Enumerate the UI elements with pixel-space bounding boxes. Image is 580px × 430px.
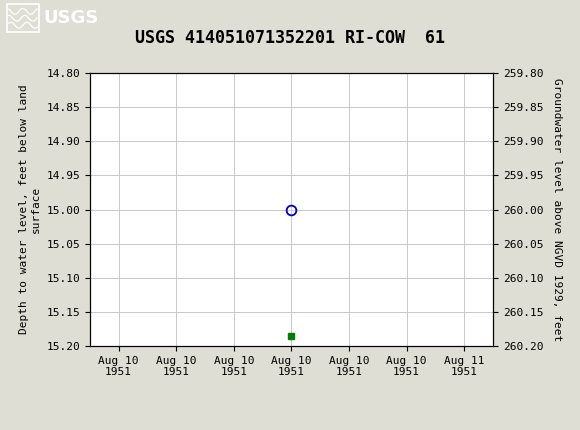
Y-axis label: Groundwater level above NGVD 1929, feet: Groundwater level above NGVD 1929, feet [552, 78, 561, 341]
Text: USGS 414051071352201 RI-COW  61: USGS 414051071352201 RI-COW 61 [135, 29, 445, 47]
Y-axis label: Depth to water level, feet below land
surface: Depth to water level, feet below land su… [19, 85, 41, 335]
Text: USGS: USGS [44, 9, 99, 27]
Bar [7, 4, 39, 32]
